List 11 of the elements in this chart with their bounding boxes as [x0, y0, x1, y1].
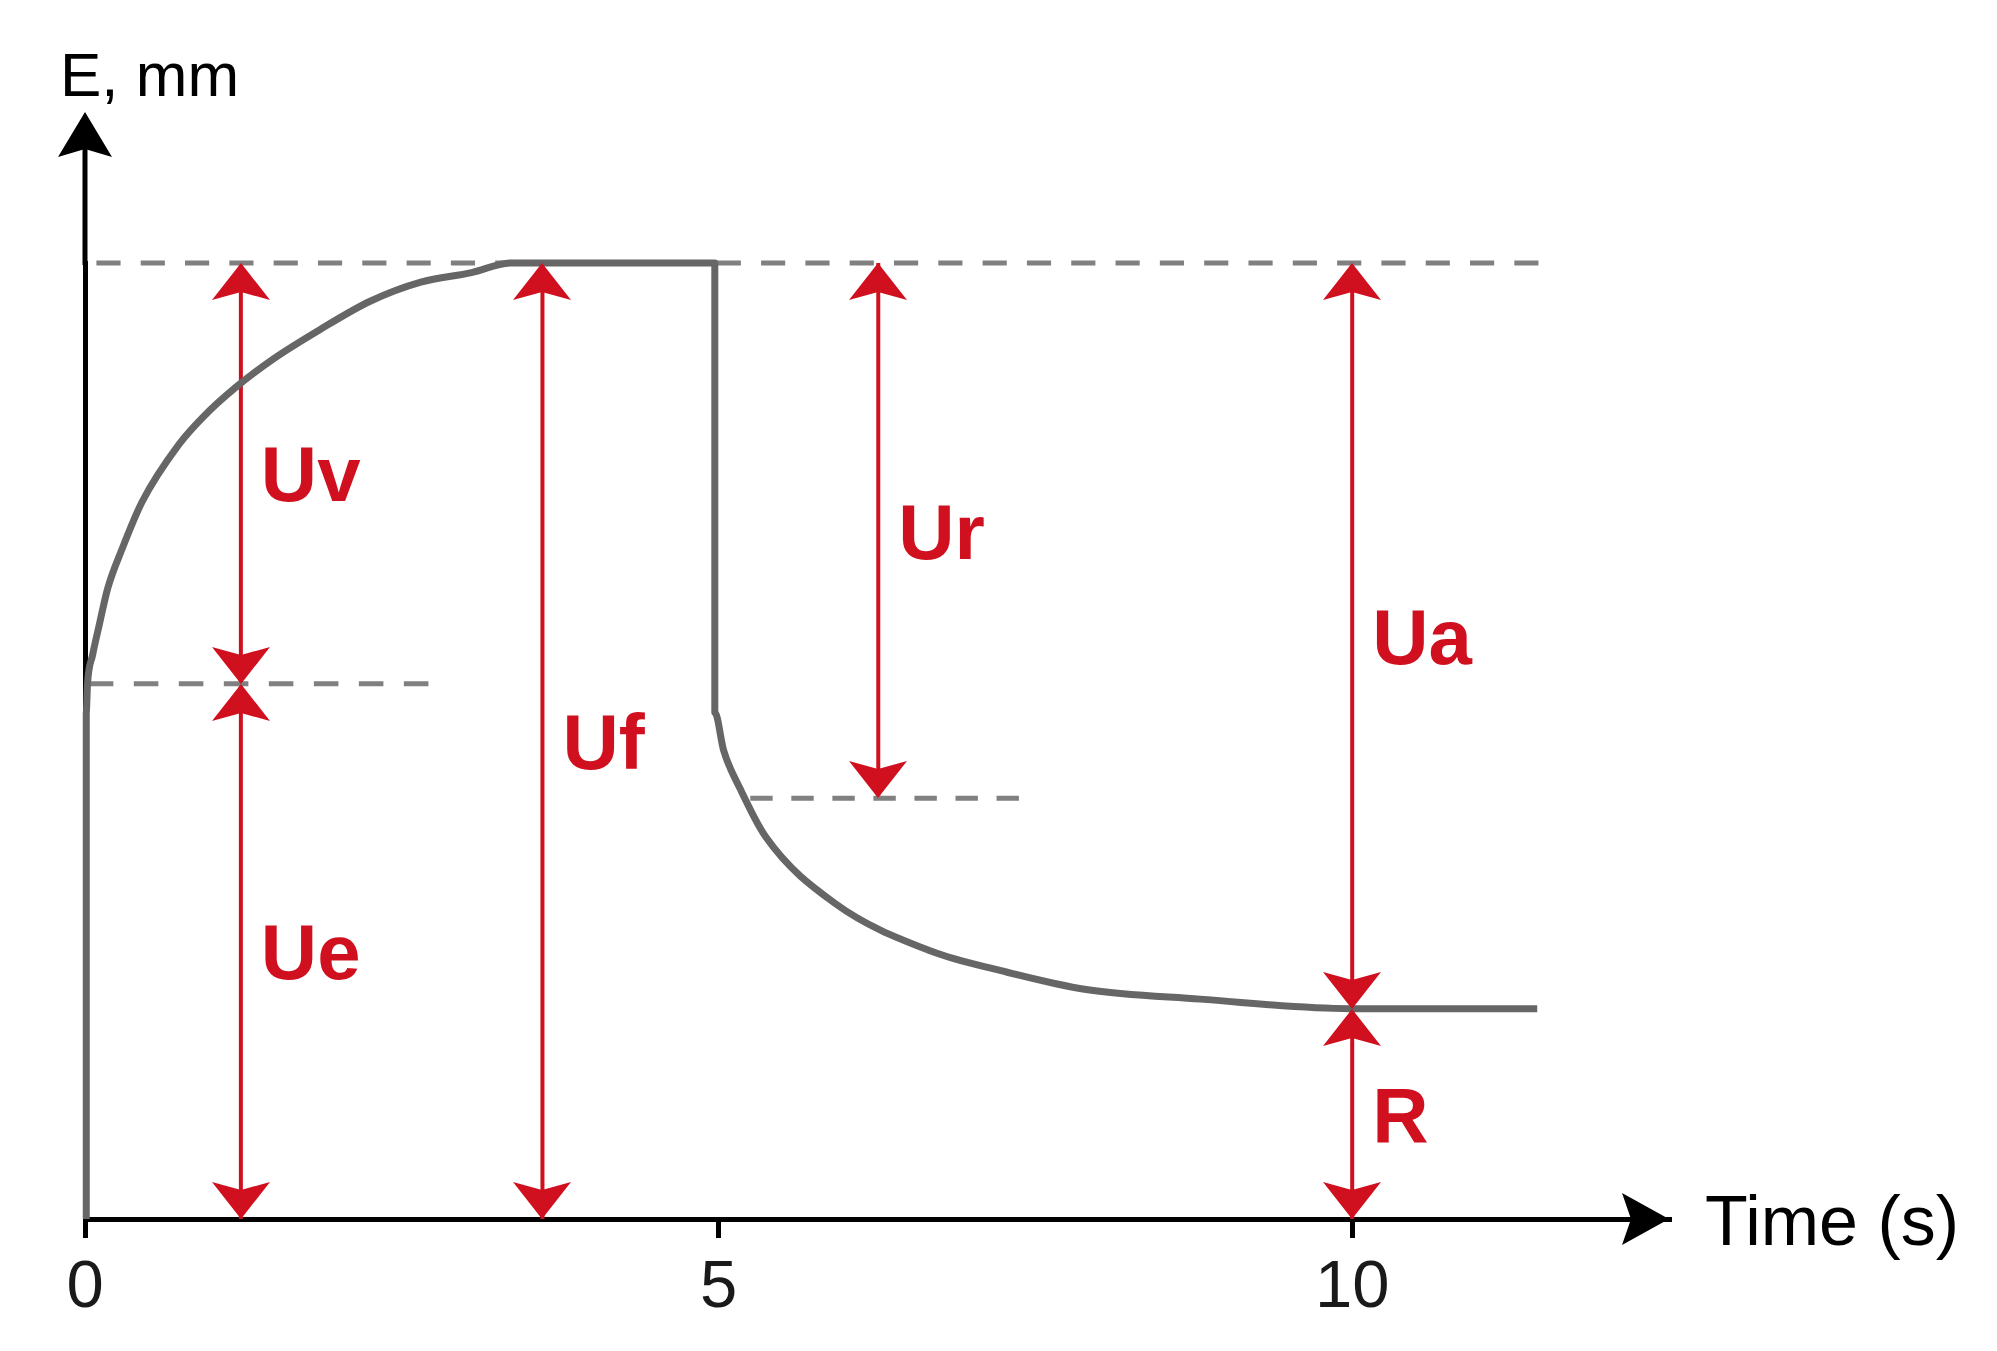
x-tick-label: 0: [66, 1245, 104, 1321]
series-label: Ue: [260, 908, 361, 997]
series-label: Ur: [898, 487, 985, 576]
y-axis-title: E, mm: [60, 40, 240, 109]
series-label: Uf: [562, 698, 646, 786]
x-axis-title: Time (s): [1705, 1182, 1960, 1260]
series-label: Ua: [1372, 592, 1473, 681]
series-label: Uv: [260, 430, 362, 519]
x-tick-label: 10: [1314, 1245, 1390, 1321]
legend-label: R: [1372, 1070, 1429, 1159]
x-tick-label: 5: [699, 1245, 738, 1321]
